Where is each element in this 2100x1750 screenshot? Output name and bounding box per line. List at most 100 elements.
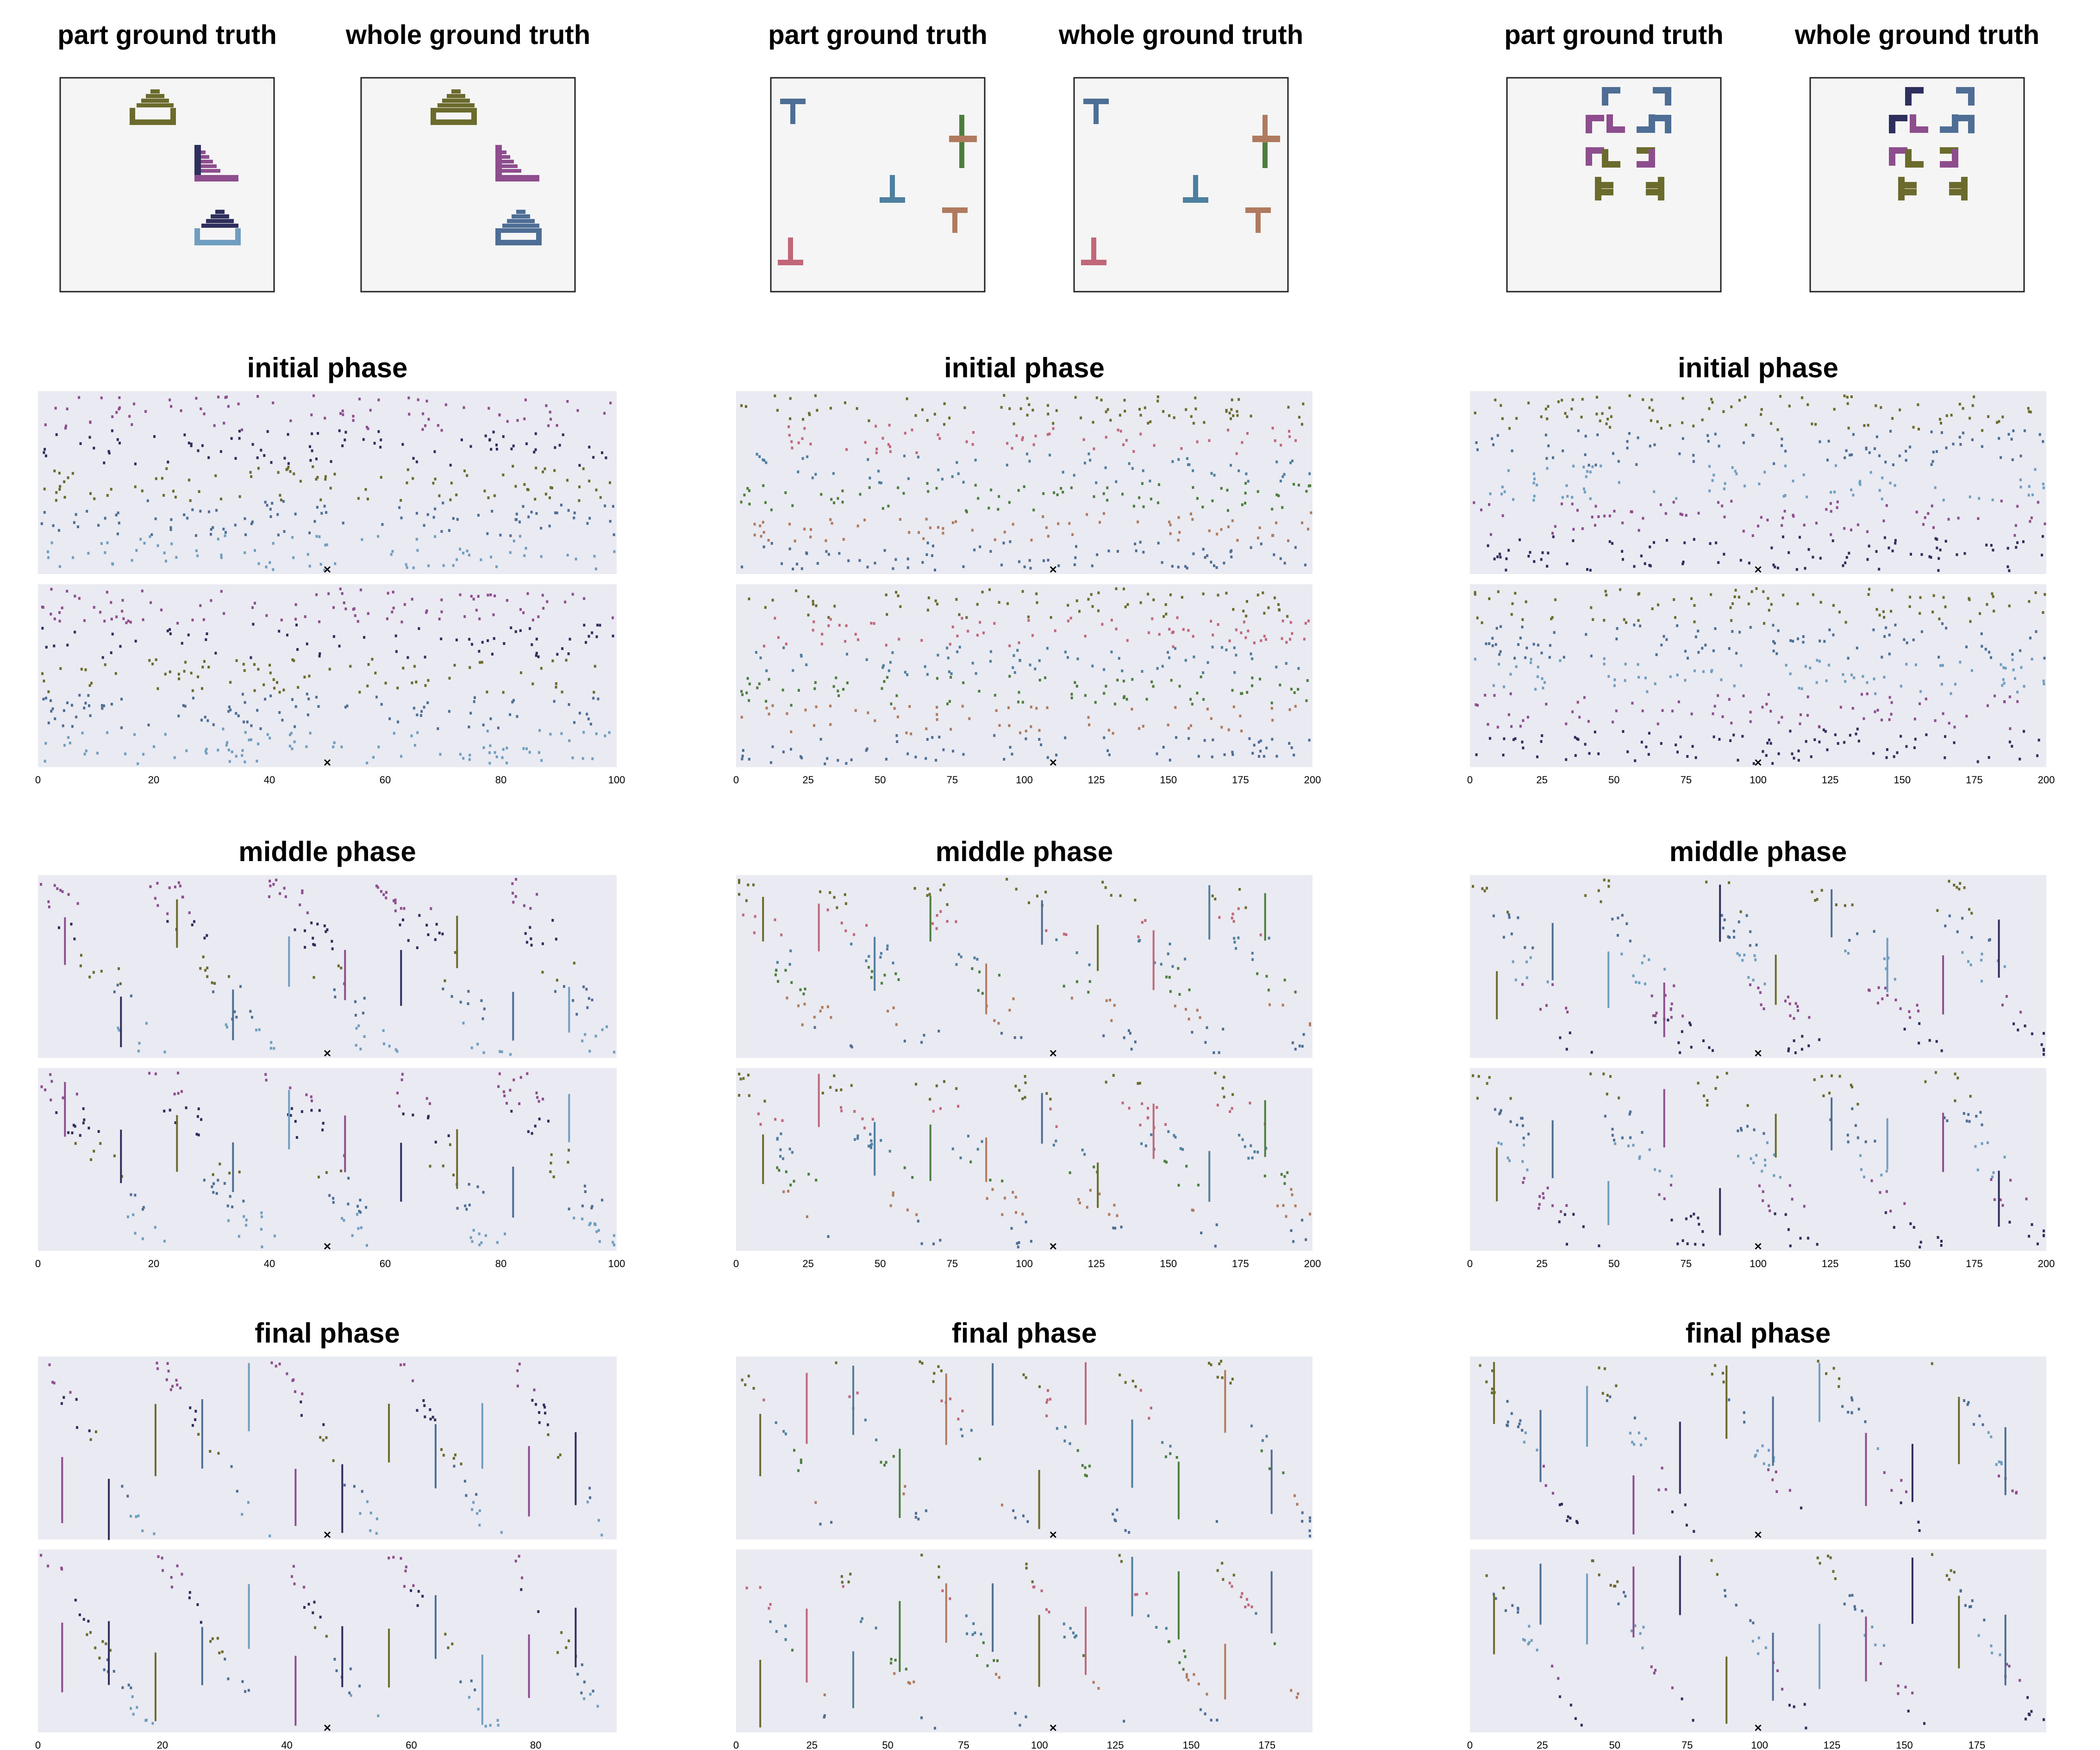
spike-dot [50,1098,52,1101]
spike-dot [1240,631,1243,634]
spike-train-line [1911,1557,1913,1624]
spike-dot [312,976,315,979]
spike-dot [865,924,868,927]
spike-dot [1819,639,1821,643]
spike-dot [951,521,954,524]
spike-dot [131,423,133,426]
spike-dot [332,635,335,638]
spike-dot [1536,483,1538,487]
spike-dot [806,455,809,458]
spike-dot [1246,600,1248,603]
spike-dot [1212,633,1214,637]
spike-dot [1641,1646,1644,1650]
spike-dot [1572,464,1575,468]
spike-dot [181,642,183,645]
spike-dot [206,934,208,937]
spike-dot [221,1650,224,1653]
spike-dot [1510,725,1513,728]
spike-dot [1304,622,1307,625]
spike-dot [1774,565,1776,569]
spike-dot [1174,647,1176,650]
spike-dot [219,450,222,453]
spike-dot [1202,671,1205,675]
spike-dot [306,642,308,645]
spike-dot [779,1155,782,1158]
spike-dot [358,1210,361,1213]
spike-dot [2011,653,2014,656]
spike-dot [2043,1718,2045,1721]
spike-dot [840,1088,843,1091]
spike-dot [492,613,495,616]
spike-dot [244,533,247,536]
spike-dot [148,659,151,662]
spike-dot [175,556,178,559]
spike-dot [352,415,355,418]
spike-dot [1008,1009,1011,1012]
spike-dot [1900,1501,1902,1505]
spike-dot [906,557,909,561]
spike-train-line [1886,1118,1888,1169]
spike-dot [1991,1175,1994,1179]
spike-dot [1903,1202,1906,1205]
spike-dot [889,450,892,453]
spike-dot [1652,1014,1655,1017]
spike-dot [572,999,575,1002]
spike-dot [1940,682,1943,686]
spike-dot [369,1512,372,1515]
spike-dot [1576,1521,1579,1524]
spike-dot [47,900,50,903]
spike-dot [821,1006,824,1009]
spike-dot [588,445,591,449]
spike-dot [1009,746,1012,749]
x-marker [324,1724,331,1731]
spike-dot [1740,664,1743,667]
spike-dot [1001,1179,1004,1182]
spike-dot [1654,1014,1656,1017]
spike-dot [228,706,231,708]
spike-dot [249,471,252,474]
spike-dot [1068,522,1071,525]
spike-dot [908,705,911,708]
spike-dot [925,757,927,760]
spike-dot [1945,1574,1948,1577]
spike-dot [1222,1027,1225,1031]
spike-dot [1168,1640,1170,1643]
x-tick-label: 175 [1968,1739,1985,1750]
spike-train-line [1152,1103,1155,1159]
spike-dot [413,744,416,747]
spike-dot [1511,1604,1514,1607]
spike-dot [2027,494,2030,497]
spike-dot [1803,524,1806,527]
spike-dot [1141,921,1144,924]
spike-dot [2023,730,2025,733]
spike-dot [1886,748,1888,751]
spike-dot [286,633,288,637]
spike-dot [803,527,806,531]
spike-dot [2029,520,2031,523]
spike-dot [800,1458,802,1462]
spike-dot [1811,422,1813,425]
spike-dot [434,535,437,538]
spike-dot [581,1663,583,1666]
spike-dot [62,1396,65,1399]
spike-dot [1890,712,1893,716]
spike-dot [1211,894,1214,898]
spike-dot [1843,741,1846,744]
spike-dot [227,748,230,751]
spike-dot [526,1072,529,1075]
spike-dot [1202,548,1205,551]
spike-dot [346,704,349,707]
spike-dot [422,1399,425,1402]
spike-dot [1767,1468,1770,1471]
spike-dot [1757,986,1760,989]
spike-dot [1294,1494,1296,1497]
spike-dot [1961,917,1964,920]
spike-dot [1882,610,1885,613]
spike-dot [756,686,759,689]
spike-dot [437,424,439,427]
spike-dot [247,1689,250,1692]
spike-dot [1273,596,1276,600]
spike-dot [315,478,318,481]
spike-dot [121,1485,124,1488]
spike-dot [741,1378,744,1381]
